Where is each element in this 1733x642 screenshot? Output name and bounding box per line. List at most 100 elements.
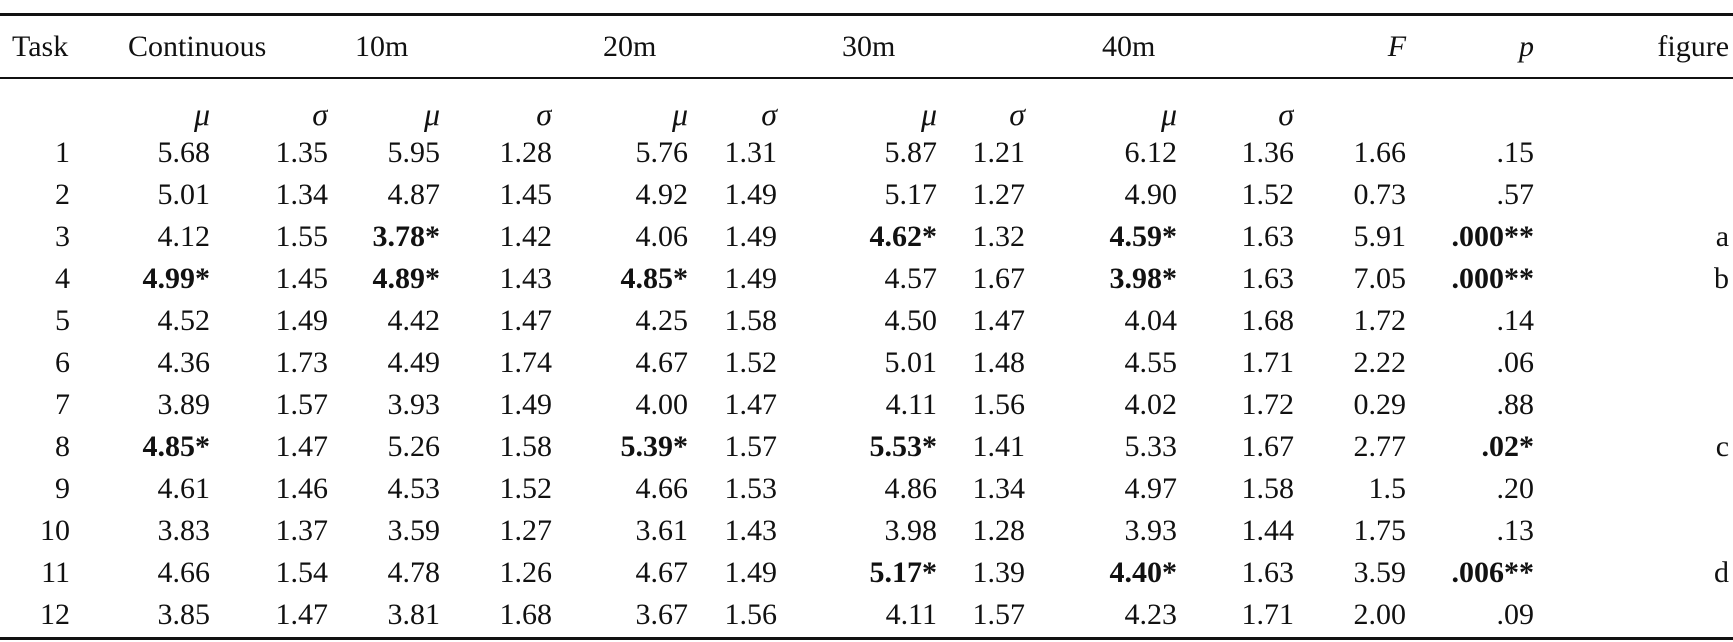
table-row: 4 4.99* 1.45 4.89* 1.43 4.85* 1.49 4.57 1.67 3.98… [0, 258, 1733, 300]
mean-cell: 4.67 [635, 556, 689, 589]
header-30m: 30m [842, 29, 896, 63]
sd-cell: 1.53 [724, 472, 778, 505]
mean-cell: 4.62* [869, 220, 938, 253]
sd-cell: 1.67 [1241, 430, 1295, 463]
task-number: 12 [40, 598, 70, 631]
mean-cell: 4.87 [387, 178, 441, 211]
table-row: 2 5.01 1.34 4.87 1.45 4.92 1.49 5.17 1.27 4.90 1.5… [0, 174, 1733, 216]
sd-cell: 1.49 [724, 178, 778, 211]
header-20m: 20m [603, 29, 657, 63]
sd-cell: 1.44 [1241, 514, 1295, 547]
p-value-cell: .13 [1496, 514, 1535, 547]
table-row: 12 3.85 1.47 3.81 1.68 3.67 1.56 4.11 1.57 4.23 1.… [0, 594, 1733, 636]
header-40m: 40m [1102, 29, 1156, 63]
sd-cell: 1.45 [499, 178, 553, 211]
sd-cell: 1.68 [499, 598, 553, 631]
p-value-cell: .06 [1496, 346, 1535, 379]
sd-cell: 1.28 [499, 136, 553, 169]
p-value-cell: .15 [1496, 136, 1535, 169]
figure-ref-cell [1568, 384, 1733, 426]
mean-cell: 5.39* [620, 430, 689, 463]
task-number: 8 [55, 430, 70, 463]
mean-cell: 4.50 [884, 304, 938, 337]
header-10m: 10m [355, 29, 409, 63]
mean-cell: 4.04 [1124, 304, 1178, 337]
task-number: 9 [55, 472, 70, 505]
mean-cell: 3.78* [372, 220, 441, 253]
mean-cell: 4.12 [157, 220, 211, 253]
task-number: 3 [55, 220, 70, 253]
sd-cell: 1.71 [1241, 598, 1295, 631]
sd-cell: 1.71 [1241, 346, 1295, 379]
sd-cell: 1.37 [275, 514, 329, 547]
sd-cell: 1.34 [275, 178, 329, 211]
sd-cell: 1.46 [275, 472, 329, 505]
sd-cell: 1.56 [972, 388, 1026, 421]
header-rule [0, 77, 1733, 79]
mean-cell: 4.25 [635, 304, 689, 337]
mean-cell: 4.67 [635, 346, 689, 379]
sd-cell: 1.68 [1241, 304, 1295, 337]
task-number: 7 [55, 388, 70, 421]
subheader-sigma: σ [536, 96, 553, 132]
mean-cell: 4.00 [635, 388, 689, 421]
sd-cell: 1.47 [499, 304, 553, 337]
mean-cell: 4.57 [884, 262, 938, 295]
sd-cell: 1.54 [275, 556, 329, 589]
sd-cell: 1.27 [972, 178, 1026, 211]
header-figure: figure [1657, 29, 1730, 63]
header-task: Task [12, 29, 69, 63]
subheader-mu: μ [423, 96, 441, 132]
mean-cell: 4.23 [1124, 598, 1178, 631]
mean-cell: 3.61 [635, 514, 689, 547]
task-number: 4 [55, 262, 70, 295]
sd-cell: 1.55 [275, 220, 329, 253]
figure-ref-cell [1568, 468, 1733, 510]
figure-ref-cell: a [1715, 220, 1730, 253]
f-value-cell: 5.91 [1353, 220, 1407, 253]
figure-ref-cell [1568, 300, 1733, 342]
figure-ref-cell [1568, 132, 1733, 174]
mean-cell: 3.98 [884, 514, 938, 547]
mean-cell: 3.83 [157, 514, 211, 547]
p-value-cell: .57 [1496, 178, 1535, 211]
p-value-cell: .20 [1496, 472, 1535, 505]
sd-cell: 1.39 [972, 556, 1026, 589]
task-number: 2 [55, 178, 70, 211]
subheader-empty [1294, 77, 1414, 132]
mean-cell: 4.85* [142, 430, 211, 463]
mean-cell: 5.17 [884, 178, 938, 211]
subheader-sigma: σ [1278, 96, 1295, 132]
subheader-mu: μ [920, 96, 938, 132]
sd-cell: 1.58 [1241, 472, 1295, 505]
sd-cell: 1.72 [1241, 388, 1295, 421]
f-value-cell: 0.29 [1353, 388, 1407, 421]
sd-cell: 1.48 [972, 346, 1026, 379]
header-f: F [1387, 29, 1407, 63]
mean-cell: 5.76 [635, 136, 689, 169]
mean-cell: 3.67 [635, 598, 689, 631]
mean-cell: 5.87 [884, 136, 938, 169]
mean-cell: 3.59 [387, 514, 441, 547]
mean-cell: 4.55 [1124, 346, 1178, 379]
sd-cell: 1.47 [275, 430, 329, 463]
figure-ref-cell: d [1714, 556, 1730, 589]
bottom-rule [0, 637, 1733, 640]
top-rule [0, 13, 1733, 16]
sd-cell: 1.43 [499, 262, 553, 295]
sd-cell: 1.73 [275, 346, 329, 379]
sd-cell: 1.27 [499, 514, 553, 547]
sd-cell: 1.28 [972, 514, 1026, 547]
table-row: 9 4.61 1.46 4.53 1.52 4.66 1.53 4.86 1.34 4.97 1.5… [0, 468, 1733, 510]
subheader-mu: μ [671, 96, 689, 132]
mean-cell: 3.93 [387, 388, 441, 421]
mean-cell: 4.89* [372, 262, 441, 295]
task-number: 6 [55, 346, 70, 379]
sd-cell: 1.49 [724, 556, 778, 589]
mean-cell: 4.40* [1109, 556, 1178, 589]
mean-cell: 4.59* [1109, 220, 1178, 253]
mean-cell: 3.98* [1109, 262, 1178, 295]
sd-cell: 1.31 [724, 136, 778, 169]
mean-cell: 6.12 [1124, 136, 1178, 169]
